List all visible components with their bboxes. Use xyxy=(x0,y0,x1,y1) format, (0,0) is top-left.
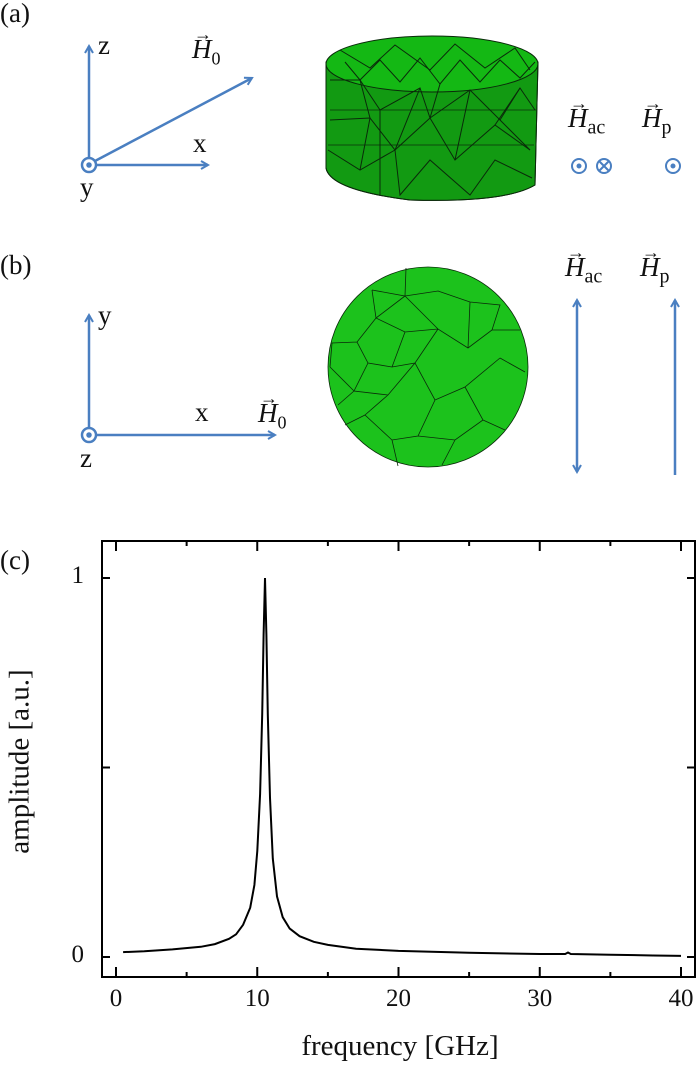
panel-a-field-symbols xyxy=(571,158,681,174)
y-axis-label: amplitude [a.u.] xyxy=(3,669,36,854)
panel-a-x-axis-label: x xyxy=(193,128,207,158)
x-tick-label: 40 xyxy=(668,985,694,1012)
panel-a-label: (a) xyxy=(0,0,30,28)
panel-b-hp-label: → Hp xyxy=(640,242,670,288)
panel-b-hac-label: → Hac xyxy=(565,242,603,288)
panel-a-z-axis-label: z xyxy=(98,30,110,60)
panel-a-hac-label: → Hac xyxy=(568,93,606,139)
panel-b-label: (b) xyxy=(0,250,32,280)
panel-a-y-axis-label: y xyxy=(80,172,94,202)
panel-a-hp-label: → Hp xyxy=(642,93,672,139)
panel-b-x-axis-label: x xyxy=(195,397,209,427)
panel-b-coordinate-axes xyxy=(80,315,275,444)
x-tick-label: 30 xyxy=(527,985,553,1012)
x-axis-label: frequency [GHz] xyxy=(301,1030,499,1062)
x-tick-label: 10 xyxy=(244,985,270,1012)
panel-b-field-arrows xyxy=(577,300,675,475)
panel-b-h0-label: → H0 xyxy=(258,388,287,433)
y-tick-label: 0 xyxy=(71,941,85,968)
cylinder-mesh xyxy=(325,35,539,201)
plot-frame xyxy=(101,540,696,978)
disk-mesh xyxy=(327,266,529,468)
spectrum-curve xyxy=(123,577,682,957)
panel-b-z-axis-label: z xyxy=(80,443,92,473)
panel-b-y-axis-label: y xyxy=(98,300,112,330)
y-tick-label: 1 xyxy=(71,562,85,589)
panel-a-coordinate-axes xyxy=(80,46,252,174)
panel-c-label: (c) xyxy=(0,545,30,575)
x-tick-label: 20 xyxy=(386,985,411,1012)
x-tick-label: 0 xyxy=(109,985,123,1012)
panel-a-h0-label: → H0 xyxy=(192,24,221,69)
